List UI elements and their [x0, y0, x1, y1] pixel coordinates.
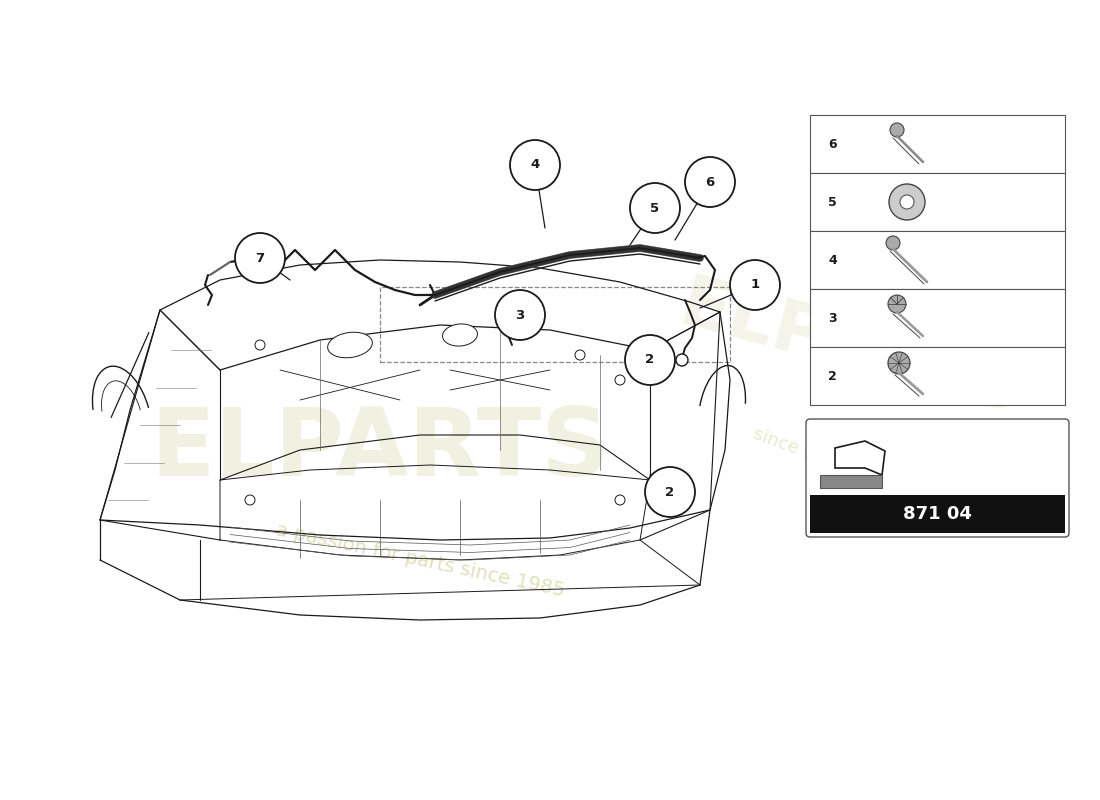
Circle shape	[645, 467, 695, 517]
Text: 2: 2	[666, 486, 674, 498]
Bar	[815, 428, 1060, 491]
Circle shape	[615, 495, 625, 505]
Polygon shape	[835, 441, 886, 475]
Ellipse shape	[328, 332, 372, 358]
Text: 871 04: 871 04	[903, 505, 972, 523]
Text: 4: 4	[530, 158, 540, 171]
Circle shape	[495, 290, 544, 340]
Text: 3: 3	[828, 311, 837, 325]
Circle shape	[625, 335, 675, 385]
Text: 6: 6	[705, 175, 715, 189]
Text: 3: 3	[516, 309, 525, 322]
Circle shape	[615, 375, 625, 385]
Bar	[810, 115, 1065, 173]
Text: 2: 2	[828, 370, 837, 382]
Bar	[379, 287, 730, 362]
Bar	[810, 289, 1065, 347]
Circle shape	[575, 350, 585, 360]
Bar	[810, 173, 1065, 231]
Bar	[810, 347, 1065, 405]
Circle shape	[889, 184, 925, 220]
Circle shape	[502, 311, 514, 323]
Circle shape	[255, 340, 265, 350]
Circle shape	[630, 183, 680, 233]
Text: a passion for parts since 1985: a passion for parts since 1985	[274, 520, 566, 600]
Text: 1: 1	[750, 278, 760, 291]
Circle shape	[888, 352, 910, 374]
Text: 6: 6	[828, 138, 837, 150]
Text: 5: 5	[828, 195, 837, 209]
Text: 5: 5	[650, 202, 660, 214]
Text: 7: 7	[255, 251, 265, 265]
Circle shape	[888, 295, 906, 313]
Circle shape	[730, 260, 780, 310]
Text: 2: 2	[646, 354, 654, 366]
Circle shape	[676, 354, 688, 366]
FancyBboxPatch shape	[806, 419, 1069, 537]
Circle shape	[235, 233, 285, 283]
Circle shape	[890, 123, 904, 137]
Bar	[810, 495, 1065, 533]
Circle shape	[886, 236, 900, 250]
Text: ELPARTS: ELPARTS	[671, 271, 1028, 429]
Text: 4: 4	[828, 254, 837, 266]
Ellipse shape	[891, 196, 923, 204]
Ellipse shape	[442, 324, 477, 346]
Circle shape	[900, 195, 914, 209]
Polygon shape	[820, 475, 882, 488]
Text: ELPARTS: ELPARTS	[151, 404, 609, 496]
Circle shape	[245, 495, 255, 505]
Circle shape	[685, 157, 735, 207]
Bar	[810, 231, 1065, 289]
Text: since 1985: since 1985	[750, 425, 849, 475]
Circle shape	[510, 140, 560, 190]
